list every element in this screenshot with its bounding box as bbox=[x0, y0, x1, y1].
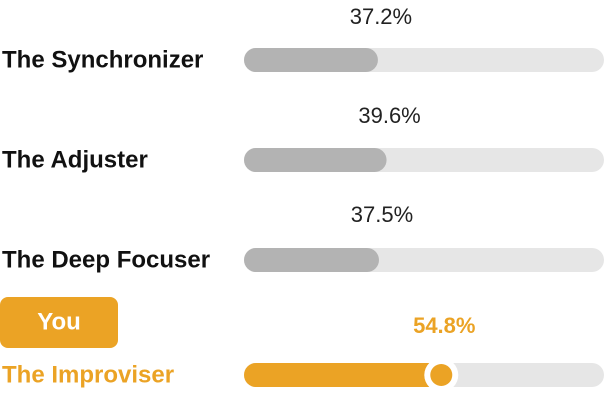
knob-inner bbox=[430, 364, 453, 386]
bar bbox=[244, 363, 442, 387]
category-label: The Deep Focuser bbox=[2, 246, 210, 273]
value-label: 39.6% bbox=[358, 103, 420, 128]
value-label: 37.5% bbox=[351, 202, 413, 227]
badge-label: You bbox=[37, 308, 81, 335]
category-label: The Adjuster bbox=[2, 146, 148, 173]
value-label: 54.8% bbox=[413, 313, 475, 338]
category-label: The Improviser bbox=[2, 361, 174, 388]
bar bbox=[244, 48, 378, 72]
value-label: 37.2% bbox=[350, 4, 412, 29]
badge bbox=[0, 297, 118, 348]
bar bbox=[244, 248, 379, 272]
category-label: The Synchronizer bbox=[2, 46, 203, 73]
bar bbox=[244, 148, 387, 172]
